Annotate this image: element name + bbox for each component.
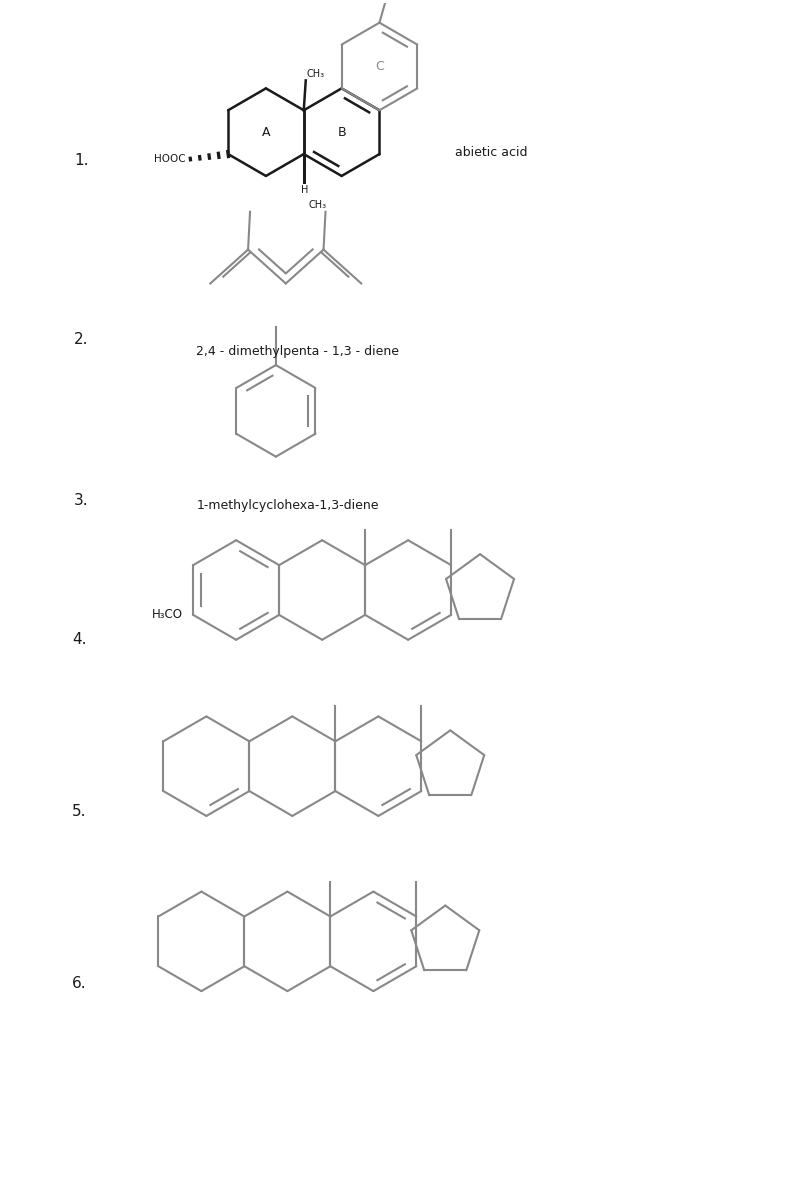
Text: H₃CO: H₃CO — [152, 608, 183, 621]
Text: H: H — [301, 185, 308, 194]
Text: CH₃: CH₃ — [307, 70, 325, 79]
Text: 2,4 - dimethylpenta - 1,3 - diene: 2,4 - dimethylpenta - 1,3 - diene — [196, 345, 399, 358]
Text: abietic acid: abietic acid — [455, 146, 527, 159]
Text: 2.: 2. — [74, 332, 89, 347]
Text: 3.: 3. — [74, 493, 89, 508]
Text: 1.: 1. — [74, 153, 89, 167]
Text: 5.: 5. — [72, 805, 87, 820]
Text: B: B — [337, 126, 346, 139]
Text: C: C — [375, 60, 384, 73]
Text: CH₃: CH₃ — [308, 200, 327, 210]
Text: HOOC: HOOC — [153, 154, 185, 164]
Text: 1-methylcyclohexa-1,3-diene: 1-methylcyclohexa-1,3-diene — [196, 499, 379, 512]
Text: 6.: 6. — [72, 975, 87, 991]
Text: A: A — [262, 126, 270, 139]
Text: 4.: 4. — [72, 633, 87, 647]
